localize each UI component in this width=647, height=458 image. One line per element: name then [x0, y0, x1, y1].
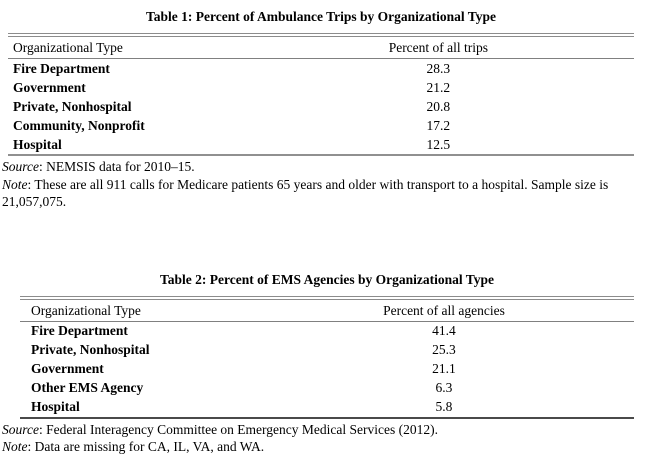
percent-cell: 21.2: [426, 79, 451, 95]
note-text: : Data are missing for CA, IL, VA, and W…: [27, 439, 265, 454]
table-2-title: Table 2: Percent of EMS Agencies by Orga…: [160, 271, 494, 287]
table-1-header-row: Organizational Type Percent of all trips: [8, 35, 634, 59]
table-2-notes: Source: Federal Interagency Committee on…: [0, 421, 647, 456]
source-text: : Federal Interagency Committee on Emerg…: [39, 421, 438, 437]
org-type-cell: Hospital: [31, 399, 80, 414]
percent-cell: 25.3: [432, 342, 456, 357]
table-1-title: Table 1: Percent of Ambulance Trips by O…: [145, 9, 497, 24]
table-1-notes: Source: NEMSIS data for 2010–15. Note: T…: [0, 158, 647, 211]
org-type-cell: Fire Department: [13, 60, 110, 76]
source-text: : NEMSIS data for 2010–15.: [39, 159, 195, 174]
note-label: Note: [2, 439, 28, 454]
table-row: Other EMS Agency 6.3: [20, 379, 634, 398]
percent-cell: 17.2: [426, 117, 451, 133]
source-label: Source: [2, 421, 39, 437]
percent-cell: 12.5: [426, 136, 451, 152]
org-type-cell: Government: [31, 361, 104, 376]
table-2-source: Source: Federal Interagency Committee on…: [2, 421, 643, 439]
table-2: Organizational Type Percent of all agenc…: [20, 295, 634, 419]
table-1-col-header-value: Percent of all trips: [242, 35, 634, 59]
percent-cell: 20.8: [426, 98, 451, 114]
table-2-col-header-type: Organizational Type: [20, 297, 254, 322]
org-type-cell: Private, Nonhospital: [31, 342, 150, 357]
source-label: Source: [2, 159, 39, 174]
table-2-col-header-value: Percent of all agencies: [253, 297, 634, 322]
table-row: Private, Nonhospital 20.8: [8, 97, 634, 116]
table-row: Government 21.1: [20, 360, 634, 379]
org-type-cell: Community, Nonprofit: [13, 117, 145, 133]
org-type-cell: Private, Nonhospital: [13, 98, 132, 114]
org-type-cell: Government: [13, 79, 86, 95]
percent-cell: 21.1: [432, 361, 456, 376]
table-2-note: Note: Data are missing for CA, IL, VA, a…: [2, 438, 643, 456]
table-row: Community, Nonprofit 17.2: [8, 116, 634, 135]
table-2-section: Table 2: Percent of EMS Agencies by Orga…: [0, 271, 647, 456]
percent-cell: 6.3: [435, 380, 453, 395]
org-type-cell: Hospital: [13, 136, 62, 152]
table-row: Fire Department 28.3: [8, 59, 634, 79]
table-1-note: Note: These are all 911 calls for Medica…: [2, 176, 643, 211]
table-2-header-row: Organizational Type Percent of all agenc…: [20, 297, 634, 322]
percent-cell: 5.8: [435, 399, 453, 414]
table-row: Hospital 5.8: [20, 398, 634, 418]
table-row: Hospital 12.5: [8, 135, 634, 155]
table-1-col-header-type: Organizational Type: [8, 35, 243, 59]
table-row: Fire Department 41.4: [20, 321, 634, 341]
org-type-cell: Fire Department: [31, 323, 128, 338]
note-label: Note: [2, 176, 28, 192]
table-row: Private, Nonhospital 25.3: [20, 341, 634, 360]
table-row: Government 21.2: [8, 78, 634, 97]
percent-cell: 41.4: [432, 323, 456, 338]
table-1-section: Table 1: Percent of Ambulance Trips by O…: [0, 8, 647, 211]
table-1: Organizational Type Percent of all trips…: [8, 33, 634, 156]
org-type-cell: Other EMS Agency: [31, 380, 144, 395]
note-text: : These are all 911 calls for Medicare p…: [2, 176, 609, 210]
percent-cell: 28.3: [426, 60, 451, 76]
table-1-source: Source: NEMSIS data for 2010–15.: [2, 158, 643, 176]
